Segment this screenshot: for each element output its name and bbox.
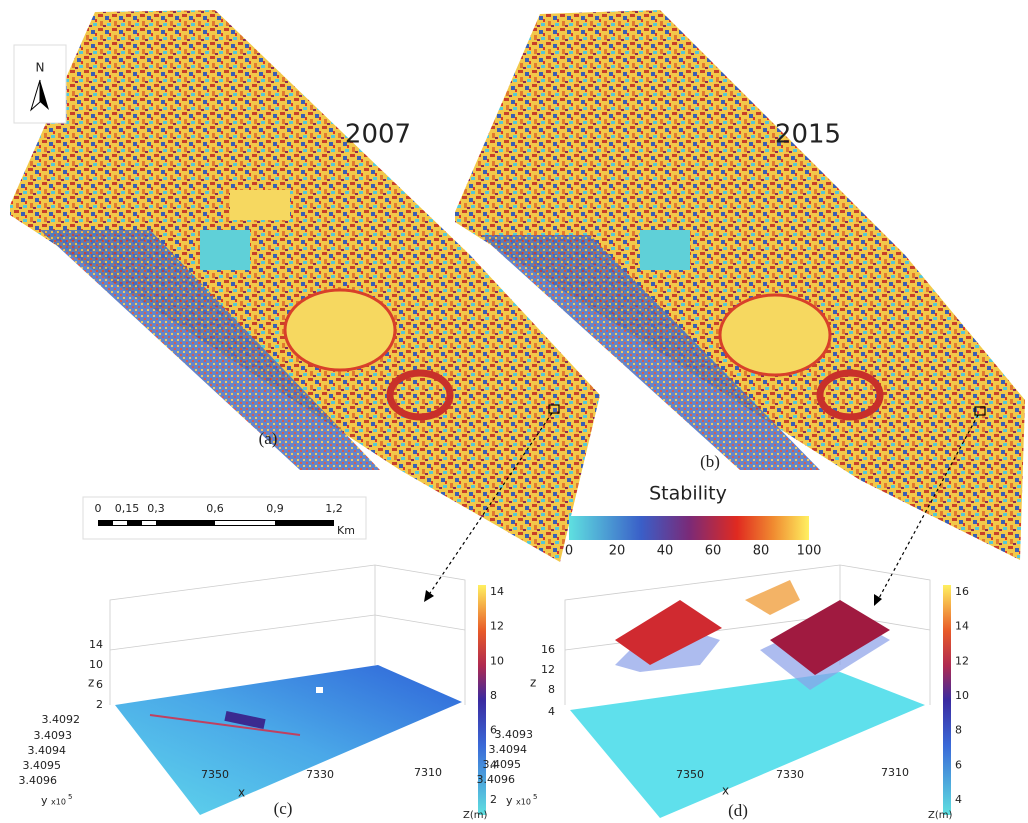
legend-tick-label: 0 [565,544,573,559]
panel-label: (b) [700,452,720,471]
z-axis-label: z [88,676,94,690]
y-power: 5 [533,793,537,801]
z-tick-label: 12 [541,663,555,676]
colorbar-tick-label: 10 [955,689,969,702]
y-tick-label: 3.4094 [28,744,67,757]
colorbar-tick-label: 12 [490,620,504,633]
colorbar-tick-label: 2 [490,793,497,806]
scale-tick-label: 0 [95,502,102,515]
y-multiplier: x10 [516,798,531,807]
y-tick-label: 3.4095 [23,759,62,772]
legend-tick-label: 100 [797,544,822,559]
y-tick-label: 3.4096 [477,773,516,786]
colorbar-tick-label: 8 [490,689,497,702]
scale-unit: Km [337,524,355,537]
colorbar-tick-label: 8 [955,724,962,737]
x-tick-label: 7350 [201,768,229,781]
scale-tick-label: 0,3 [147,502,165,515]
arrow-head [424,590,434,602]
colorbar-tick-label: 4 [955,793,962,806]
z-tick-label: 6 [96,678,103,691]
scale-tick-label: 0,6 [206,502,224,515]
y-tick-label: 3.4094 [489,743,528,756]
colorbar-tick-label: 10 [490,654,504,667]
panel-label: (a) [259,429,278,448]
colorbar-tick-label: 12 [955,654,969,667]
z-tick-label: 8 [548,683,555,696]
legend-tick-label: 40 [657,544,674,559]
point-cloud-c [110,565,465,815]
panel-label: (d) [728,801,748,820]
scale-tick-label: 0,15 [115,502,140,515]
x-tick-label: 7330 [776,768,804,781]
x-tick-label: 7330 [306,768,334,781]
colorbar-tick-label: 14 [955,620,969,633]
x-tick-label: 7350 [676,768,704,781]
y-tick-label: 3.4095 [483,758,522,771]
colorbar-label: Z(m) [463,810,487,821]
colorbar-label: Z(m) [928,810,952,821]
y-axis-label: y [41,794,48,807]
legend-tick-label: 20 [609,544,626,559]
y-multiplier: x10 [51,798,66,807]
y-tick-label: 3.4092 [42,713,81,726]
x-tick-label: 7310 [414,766,442,779]
z-tick-label: 4 [548,705,555,718]
y-power: 5 [68,793,72,801]
colorbar-tick-label: 6 [955,758,962,771]
legend-tick-label: 60 [705,544,722,559]
z-tick-label: 2 [96,698,103,711]
y-tick-label: 3.4096 [19,774,58,787]
z-colorbar [943,585,951,815]
y-tick-label: 3.4093 [495,728,534,741]
colorbar-tick-label: 16 [955,585,969,598]
panel-label: (c) [274,799,293,818]
legend-title: Stability [649,483,727,505]
z-axis-label: z [530,676,536,690]
x-axis-label: x [722,784,729,798]
z-tick-label: 14 [89,638,103,651]
year-label: 2007 [345,120,411,150]
north-label: N [36,61,45,75]
z-tick-label: 16 [541,643,555,656]
y-axis-label: y [506,794,513,807]
scale-tick-label: 1,2 [325,502,343,515]
x-tick-label: 7310 [881,766,909,779]
scale-tick-label: 0,9 [266,502,284,515]
legend-tick-label: 80 [753,544,770,559]
colorbar-tick-label: 14 [490,585,504,598]
year-label: 2015 [775,120,841,150]
z-tick-label: 10 [89,658,103,671]
y-tick-label: 3.4093 [34,729,73,742]
stability-colorbar [569,516,809,540]
north-arrow: N [14,45,66,123]
x-axis-label: x [238,786,245,800]
figure: N 2007 2015 (a) (b) Stability [0,0,1028,823]
